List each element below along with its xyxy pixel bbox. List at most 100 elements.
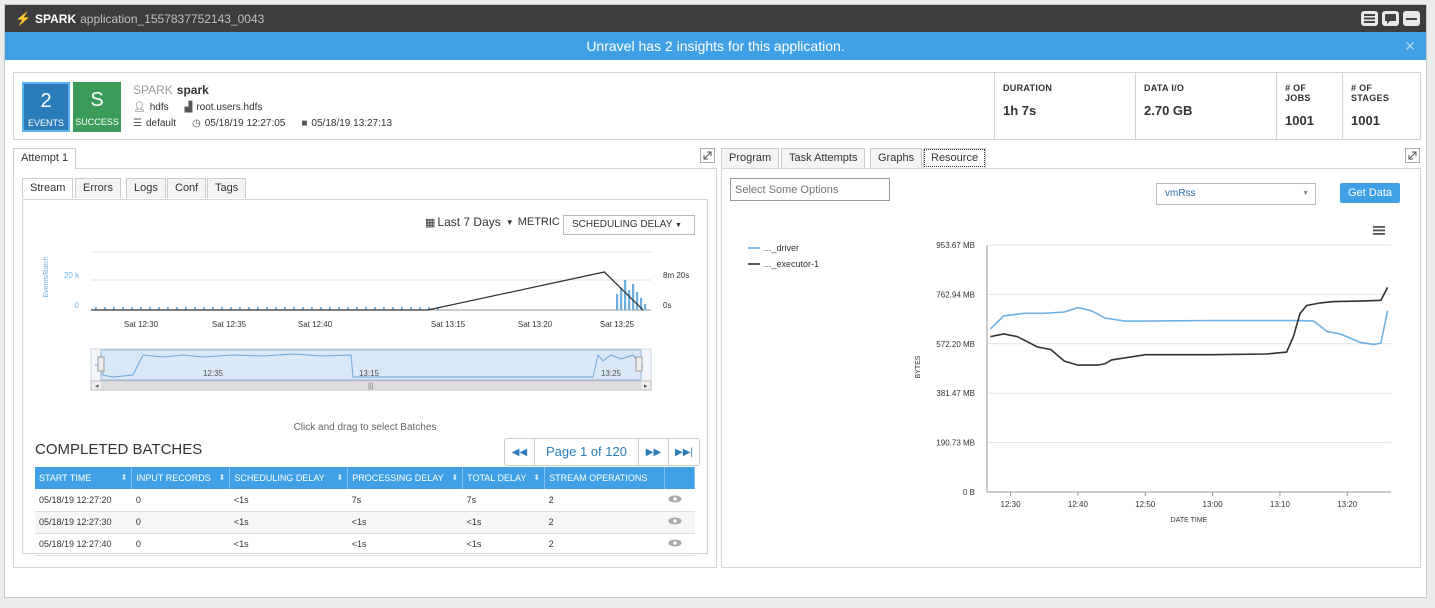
y-tick-label: 381.47 MB	[936, 389, 975, 398]
cell-input-records: 0	[131, 533, 230, 556]
navigator-handle-right[interactable]	[635, 356, 643, 372]
scroll-left-icon[interactable]: ◂	[95, 383, 99, 390]
batch-bar	[194, 307, 196, 310]
column-header[interactable]: SCHEDULING DELAY ⬍	[229, 467, 349, 489]
batch-bar	[644, 304, 647, 310]
section-title: COMPLETED BATCHES	[35, 441, 203, 458]
cell-processing-delay: <1s	[347, 511, 463, 534]
expand-icon[interactable]	[1405, 148, 1420, 163]
navigator-selection[interactable]	[100, 349, 642, 381]
comment-icon[interactable]	[1382, 11, 1399, 26]
batch-bar	[185, 307, 187, 310]
tab-tags[interactable]: Tags	[207, 178, 247, 198]
column-header[interactable]: START TIME ⬍	[35, 467, 133, 489]
stream-chart[interactable]: Events/Batch 20 k 0 8m 20s 0s Sat 12:30 Sat 1…	[33, 237, 703, 397]
tab-stream[interactable]: Stream	[22, 178, 74, 198]
column-header[interactable]: INPUT RECORDS ⬍	[131, 467, 231, 489]
series-line-driver	[989, 306, 1389, 346]
column-header[interactable]: PROCESSING DELAY ⬍	[347, 467, 464, 489]
insight-text: Unravel has 2 insights for this applicat…	[586, 38, 845, 54]
cell-processing-delay: 7s	[347, 489, 463, 512]
metric-dropdown[interactable]: SCHEDULING DELAY ▼	[563, 215, 695, 235]
cell-total-delay: <1s	[462, 533, 545, 556]
date-range-picker[interactable]: ▦ Last 7 Days ▼ METRIC	[425, 215, 560, 229]
options-multiselect[interactable]	[730, 178, 890, 201]
status-letter: S	[90, 89, 104, 111]
page-indicator: Page 1 of 120	[535, 439, 639, 465]
legend-label[interactable]: ..._driver	[764, 243, 799, 253]
navigator-series	[95, 353, 644, 378]
sort-icon: ⬍	[120, 473, 128, 482]
table-row[interactable]: 05/18/19 12:27:30 0 <1s <1s <1s 2	[35, 511, 695, 534]
tab-attempt-1[interactable]: Attempt 1	[13, 148, 77, 169]
tab-task-attempts[interactable]: Task Attempts	[781, 148, 866, 168]
tab-errors[interactable]: Errors	[75, 178, 121, 198]
table-row[interactable]: 05/18/19 12:27:40 0 <1s <1s <1s 2	[35, 533, 695, 556]
tab-logs[interactable]: Logs	[126, 178, 166, 198]
tab-program[interactable]: Program	[721, 148, 780, 168]
queue-icon: ▟	[184, 102, 193, 113]
batch-bar	[149, 307, 151, 310]
batch-bar	[158, 307, 160, 310]
list-icon[interactable]	[1361, 11, 1378, 26]
cell-start-time: 05/18/19 12:27:40	[35, 533, 132, 556]
hamburger-menu-icon[interactable]	[1373, 226, 1385, 235]
x-tick-label: Sat 12:40	[298, 320, 333, 329]
tab-graphs[interactable]: Graphs	[870, 148, 923, 168]
tab-conf[interactable]: Conf	[167, 178, 207, 198]
batch-bar	[212, 307, 214, 310]
scroll-right-icon[interactable]: ▸	[644, 383, 648, 390]
clock-icon: ◷	[192, 118, 201, 129]
column-header[interactable]: TOTAL DELAY ⬍	[462, 467, 546, 489]
close-icon[interactable]: ✕	[1404, 38, 1416, 54]
resource-metric-select[interactable]: vmRss ▼	[1156, 183, 1316, 205]
insight-banner[interactable]: Unravel has 2 insights for this applicat…	[5, 32, 1426, 60]
cell-scheduling-delay: <1s	[229, 511, 348, 534]
batch-bar	[620, 288, 623, 310]
batch-bar	[392, 307, 394, 310]
cell-stream-operations: 2	[544, 533, 665, 556]
cell-stream-operations: 2	[544, 511, 665, 534]
date-range-label: Last 7 Days	[437, 215, 501, 229]
tab-resource[interactable]: Resource	[923, 148, 987, 168]
eye-icon[interactable]	[668, 539, 682, 547]
navigator-handle-left[interactable]	[97, 356, 105, 372]
kpi-value: 2.70 GB	[1144, 103, 1193, 118]
stream-y-label: Events/Batch	[43, 256, 50, 297]
events-badge[interactable]: 2 EVENTS	[22, 82, 70, 132]
legend-label[interactable]: ..._executor-1	[764, 259, 819, 269]
sort-icon: ⬍	[336, 473, 344, 482]
minimize-icon[interactable]	[1403, 11, 1420, 26]
batch-bar	[239, 307, 241, 310]
get-data-button[interactable]: Get Data	[1340, 183, 1400, 203]
table-row[interactable]: 05/18/19 12:27:20 0 <1s 7s 7s 2	[35, 489, 695, 512]
column-header-actions	[664, 467, 696, 489]
resource-chart[interactable]: ..._driver ..._executor-1 953.67 MB 762.94…	[730, 215, 1420, 535]
view-cell	[664, 533, 695, 556]
app-type-title: SPARK	[35, 11, 77, 26]
kpi-label: # OF JOBS	[1285, 83, 1311, 103]
kpi-value: 1h 7s	[1003, 103, 1037, 118]
prev-page-icon[interactable]: ◀◀	[505, 439, 535, 465]
resource-metric-value: vmRss	[1165, 188, 1196, 199]
spark-icon: ⚡	[15, 10, 32, 26]
last-page-icon[interactable]: ▶▶|	[675, 446, 693, 458]
column-header[interactable]: STREAM OPERATIONS	[544, 467, 665, 489]
batch-bar	[365, 307, 367, 310]
batch-bar	[104, 307, 106, 310]
kpi-label: DURATION	[1003, 83, 1053, 93]
expand-icon[interactable]	[700, 148, 715, 163]
eye-icon[interactable]	[668, 495, 682, 503]
user-icon: 👤︎	[133, 102, 146, 113]
batch-bar	[176, 307, 178, 310]
navigator-tick-label: 13:15	[359, 369, 380, 378]
kpi-jobs: # OF JOBS 1001	[1276, 73, 1342, 139]
navigator-scroll-thumb[interactable]	[101, 382, 641, 389]
cell-input-records: 0	[131, 511, 230, 534]
next-page-icon[interactable]: ▶▶	[639, 439, 669, 465]
kpi-data-io: DATA I/O 2.70 GB	[1135, 73, 1276, 139]
kpi-value: 1001	[1285, 113, 1314, 128]
events-count: 2	[40, 90, 52, 112]
eye-icon[interactable]	[668, 517, 682, 525]
pagination: ◀◀ Page 1 of 120 ▶▶ ▶▶|	[504, 438, 700, 466]
